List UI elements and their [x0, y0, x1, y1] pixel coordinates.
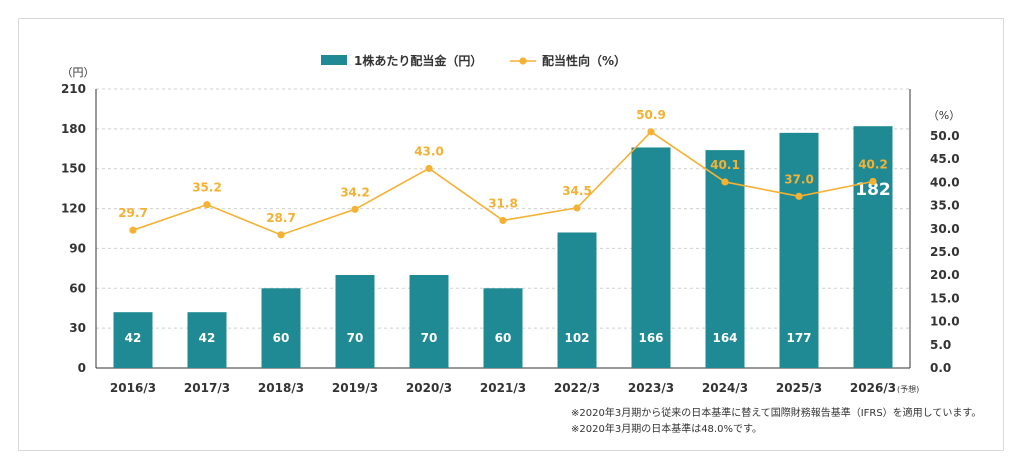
bar-value-label: 42	[125, 331, 142, 345]
payout-ratio-point	[499, 216, 507, 225]
bar-value-label: 164	[712, 331, 737, 345]
x-tick-label: 2026/3	[850, 381, 896, 395]
bar	[113, 312, 153, 368]
x-tick-label: 2021/3	[480, 381, 526, 395]
bar	[631, 147, 671, 368]
bar-value-label: 102	[564, 331, 589, 345]
payout-ratio-point	[647, 128, 655, 136]
x-tick-label: 2019/3	[332, 381, 378, 395]
y-right-tick-label: 5.0	[930, 338, 951, 352]
bar	[779, 132, 819, 368]
x-tick-label: 2018/3	[258, 381, 304, 395]
payout-ratio-point	[277, 231, 285, 239]
legend-bar-label: 1株あたり配当金（円）	[354, 53, 482, 68]
payout-ratio-point	[129, 226, 137, 234]
y-left-tick-label: 60	[69, 281, 86, 295]
payout-ratio-point	[425, 164, 433, 173]
y-right-tick-label: 30.0	[930, 222, 960, 236]
y-right-unit-label: （%）	[928, 109, 960, 122]
y-right-tick-label: 10.0	[930, 315, 960, 329]
legend-bar-swatch	[321, 55, 347, 65]
legend-line-marker	[519, 57, 527, 65]
y-right-tick-label: 20.0	[930, 268, 960, 282]
x-tick-label: 2023/3	[628, 381, 674, 395]
y-right-tick-label: 25.0	[930, 245, 960, 259]
y-left-tick-label: 30	[69, 321, 86, 335]
payout-ratio-point	[721, 178, 729, 186]
bar	[335, 275, 375, 368]
payout-ratio-label: 35.2	[192, 181, 222, 195]
x-tick-label: 2024/3	[702, 381, 748, 395]
payout-ratio-label: 34.5	[562, 184, 592, 198]
payout-ratio-label: 50.9	[636, 108, 666, 122]
payout-ratio-label: 40.2	[858, 157, 888, 171]
payout-ratio-label: 28.7	[266, 211, 296, 225]
x-tick-suffix: (予想)	[897, 384, 919, 394]
bar	[261, 288, 301, 368]
payout-ratio-point	[573, 204, 581, 212]
bar	[557, 232, 597, 368]
y-left-tick-label: 180	[61, 122, 86, 136]
y-left-tick-label: 150	[61, 162, 86, 176]
bar-value-label: 70	[347, 331, 364, 345]
bar-value-label: 70	[421, 331, 438, 345]
x-tick-label: 2022/3	[554, 381, 600, 395]
y-right-tick-label: 35.0	[930, 199, 960, 213]
y-left-unit-label: （円）	[62, 66, 95, 79]
y-left-tick-label: 210	[61, 82, 86, 96]
bar-value-label: 42	[199, 331, 216, 345]
bar	[187, 312, 227, 368]
bar-value-label: 60	[273, 331, 290, 345]
y-left-tick-label: 0	[78, 361, 86, 375]
payout-ratio-point	[869, 177, 877, 186]
footnote-ifrs: ※2020年3月期から従来の日本基準に替えて国際財務報告基準（IFRS）を適用し…	[571, 408, 982, 419]
bar-value-label: 182	[855, 180, 891, 200]
x-tick-label: 2016/3	[110, 381, 156, 395]
bar	[853, 126, 893, 368]
payout-ratio-point	[203, 201, 211, 209]
payout-ratio-label: 43.0	[414, 144, 444, 158]
bar	[705, 150, 745, 368]
payout-ratio-label: 37.0	[784, 172, 814, 186]
x-tick-label: 2025/3	[776, 381, 822, 395]
bar	[483, 288, 523, 368]
y-right-tick-label: 45.0	[930, 152, 960, 166]
x-tick-label: 2020/3	[406, 381, 452, 395]
footnote-jgaap: ※2020年3月期の日本基準は48.0%です。	[571, 424, 762, 435]
payout-ratio-label: 31.8	[488, 196, 518, 210]
bar-value-label: 60	[495, 331, 512, 345]
payout-ratio-label: 34.2	[340, 185, 370, 199]
y-left-tick-label: 90	[69, 241, 86, 255]
bar-value-label: 177	[786, 331, 811, 345]
payout-ratio-point	[351, 205, 359, 213]
bar-value-label: 166	[638, 331, 663, 345]
legend-line-label: 配当性向（%）	[542, 53, 626, 68]
x-tick-label: 2017/3	[184, 381, 230, 395]
y-right-tick-label: 40.0	[930, 175, 960, 189]
y-right-tick-label: 15.0	[930, 291, 960, 305]
payout-ratio-label: 29.7	[118, 206, 148, 220]
y-right-tick-label: 0.0	[930, 361, 951, 375]
payout-ratio-point	[795, 192, 803, 200]
chart-frame	[18, 18, 1004, 451]
payout-ratio-label: 40.1	[710, 158, 740, 172]
bar	[409, 275, 449, 368]
y-right-tick-label: 50.0	[930, 129, 960, 143]
y-left-tick-label: 120	[61, 202, 86, 216]
